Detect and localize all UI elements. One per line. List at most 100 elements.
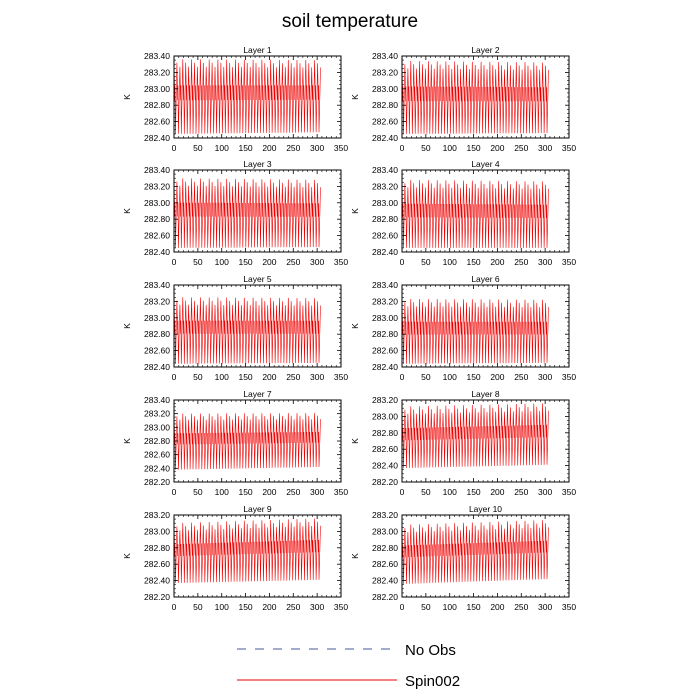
y-tick-label: 282.20	[144, 592, 170, 602]
x-tick-label: 300	[310, 602, 324, 612]
x-tick-label: 0	[400, 602, 405, 612]
y-tick-label: 282.20	[372, 592, 398, 602]
layer-3-title: Layer 3	[243, 159, 272, 169]
x-tick-label: 250	[514, 143, 528, 153]
y-tick-label: 282.20	[144, 477, 170, 487]
layer-10-title: Layer 10	[469, 504, 502, 514]
y-tick-label: 283.00	[372, 313, 398, 323]
layer-2-panel: 282.40 282.60 282.80 283.00 283.20 283.40 0 50 1…	[350, 45, 576, 153]
layer-6-title: Layer 6	[471, 274, 500, 284]
x-tick-label: 250	[514, 602, 528, 612]
x-tick-label: 300	[310, 487, 324, 497]
x-tick-label: 200	[262, 372, 276, 382]
layer-3-ylabel: K	[122, 208, 132, 214]
x-tick-label: 200	[490, 257, 504, 267]
layer-7-panel: 282.20 282.40 282.60 282.80 283.00 283.20 283.…	[122, 389, 348, 497]
y-tick-label: 283.00	[144, 422, 170, 432]
x-tick-label: 350	[334, 257, 348, 267]
layer-8-series-spin002	[401, 403, 549, 469]
x-tick-label: 50	[193, 602, 203, 612]
layer-4-ylabel: K	[350, 208, 360, 214]
x-tick-label: 0	[172, 143, 177, 153]
y-tick-label: 282.80	[372, 329, 398, 339]
layer-8-panel: 282.20 282.40 282.60 282.80 283.00 283.20 0 50 1…	[350, 389, 576, 497]
y-tick-label: 282.80	[144, 543, 170, 553]
x-tick-label: 100	[443, 372, 457, 382]
y-tick-label: 282.60	[144, 231, 170, 241]
layer-1-ylabel: K	[122, 94, 132, 100]
y-tick-label: 282.40	[372, 461, 398, 471]
y-tick-label: 282.40	[144, 576, 170, 586]
x-tick-label: 200	[490, 372, 504, 382]
x-tick-label: 250	[514, 487, 528, 497]
y-tick-label: 282.60	[372, 117, 398, 127]
x-tick-label: 150	[466, 602, 480, 612]
x-tick-label: 0	[172, 257, 177, 267]
layer-5-title: Layer 5	[243, 274, 272, 284]
x-tick-label: 150	[238, 487, 252, 497]
y-tick-label: 282.60	[144, 346, 170, 356]
x-tick-label: 250	[286, 487, 300, 497]
layer-2-title: Layer 2	[471, 45, 500, 55]
x-tick-label: 0	[400, 487, 405, 497]
x-tick-label: 300	[310, 257, 324, 267]
y-tick-label: 283.40	[144, 165, 170, 175]
x-tick-label: 50	[421, 487, 431, 497]
layer-4-title: Layer 4	[471, 159, 500, 169]
y-tick-label: 283.40	[144, 51, 170, 61]
y-tick-label: 283.00	[372, 411, 398, 421]
x-tick-label: 350	[334, 487, 348, 497]
x-tick-label: 150	[238, 602, 252, 612]
layer-3-panel: 282.40 282.60 282.80 283.00 283.20 283.40 0 50 1…	[122, 159, 348, 267]
y-tick-label: 283.40	[372, 51, 398, 61]
x-tick-label: 350	[562, 257, 576, 267]
x-tick-label: 100	[215, 487, 229, 497]
y-tick-label: 283.20	[372, 296, 398, 306]
y-tick-label: 283.00	[144, 84, 170, 94]
x-tick-label: 150	[238, 257, 252, 267]
layer-5-series-spin002	[173, 297, 321, 364]
x-tick-label: 50	[193, 257, 203, 267]
x-tick-label: 250	[286, 143, 300, 153]
panels-container: 282.40 282.60 282.80 283.00 283.20 283.40 0 50 1…	[122, 45, 576, 612]
layer-6-series-spin002	[401, 298, 549, 364]
y-tick-label: 282.60	[372, 346, 398, 356]
y-tick-label: 283.20	[144, 67, 170, 77]
x-tick-label: 100	[443, 487, 457, 497]
y-tick-label: 283.20	[144, 510, 170, 520]
x-tick-label: 200	[262, 257, 276, 267]
x-tick-label: 350	[562, 487, 576, 497]
y-tick-label: 282.80	[372, 543, 398, 553]
y-tick-label: 282.80	[144, 329, 170, 339]
layer-10-ylabel: K	[350, 553, 360, 559]
x-tick-label: 150	[466, 372, 480, 382]
y-tick-label: 283.20	[372, 395, 398, 405]
x-tick-label: 0	[400, 257, 405, 267]
y-tick-label: 282.40	[144, 247, 170, 257]
x-tick-label: 300	[538, 372, 552, 382]
layer-5-panel: 282.40 282.60 282.80 283.00 283.20 283.40 0 50 1…	[122, 274, 348, 382]
y-tick-label: 282.40	[372, 576, 398, 586]
x-tick-label: 50	[421, 257, 431, 267]
layer-6-ylabel: K	[350, 323, 360, 329]
y-tick-label: 282.80	[144, 214, 170, 224]
layer-1-panel: 282.40 282.60 282.80 283.00 283.20 283.40 0 50 1…	[122, 45, 348, 153]
x-tick-label: 350	[334, 372, 348, 382]
x-tick-label: 50	[421, 372, 431, 382]
y-tick-label: 282.60	[372, 444, 398, 454]
x-tick-label: 200	[490, 487, 504, 497]
y-tick-label: 283.00	[144, 198, 170, 208]
x-tick-label: 300	[538, 487, 552, 497]
x-tick-label: 300	[310, 143, 324, 153]
y-tick-label: 282.40	[372, 247, 398, 257]
x-tick-label: 300	[538, 602, 552, 612]
layer-4-series-spin002	[401, 179, 549, 248]
x-tick-label: 100	[215, 143, 229, 153]
y-tick-label: 283.20	[372, 67, 398, 77]
x-tick-label: 150	[466, 487, 480, 497]
x-tick-label: 300	[538, 257, 552, 267]
x-tick-label: 100	[443, 602, 457, 612]
y-tick-label: 282.80	[144, 436, 170, 446]
y-tick-label: 283.00	[372, 526, 398, 536]
x-tick-label: 100	[443, 143, 457, 153]
